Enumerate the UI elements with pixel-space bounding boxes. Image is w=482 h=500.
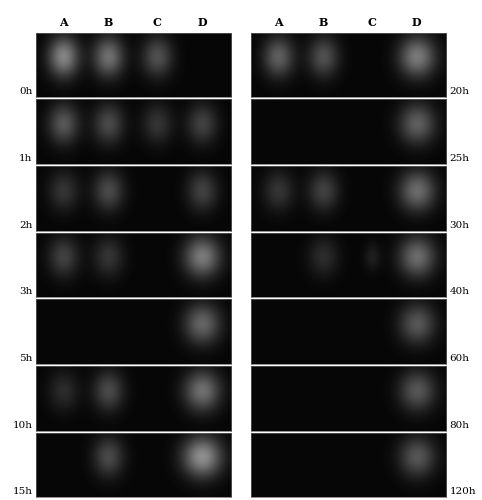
Text: C: C	[153, 18, 161, 28]
Text: 3h: 3h	[19, 288, 32, 296]
Text: A: A	[274, 18, 282, 28]
Text: 120h: 120h	[450, 488, 476, 496]
Text: C: C	[367, 18, 376, 28]
Text: 60h: 60h	[450, 354, 469, 363]
Text: A: A	[59, 18, 68, 28]
Text: 0h: 0h	[19, 87, 32, 96]
Text: 5h: 5h	[19, 354, 32, 363]
Text: D: D	[197, 18, 207, 28]
Text: B: B	[104, 18, 113, 28]
Text: 15h: 15h	[13, 488, 32, 496]
Text: 1h: 1h	[19, 154, 32, 163]
Text: 80h: 80h	[450, 421, 469, 430]
Text: B: B	[318, 18, 328, 28]
Text: 10h: 10h	[13, 421, 32, 430]
Text: 2h: 2h	[19, 220, 32, 230]
Text: D: D	[412, 18, 421, 28]
Text: 40h: 40h	[450, 288, 469, 296]
Text: 30h: 30h	[450, 220, 469, 230]
Text: 25h: 25h	[450, 154, 469, 163]
Text: 20h: 20h	[450, 87, 469, 96]
